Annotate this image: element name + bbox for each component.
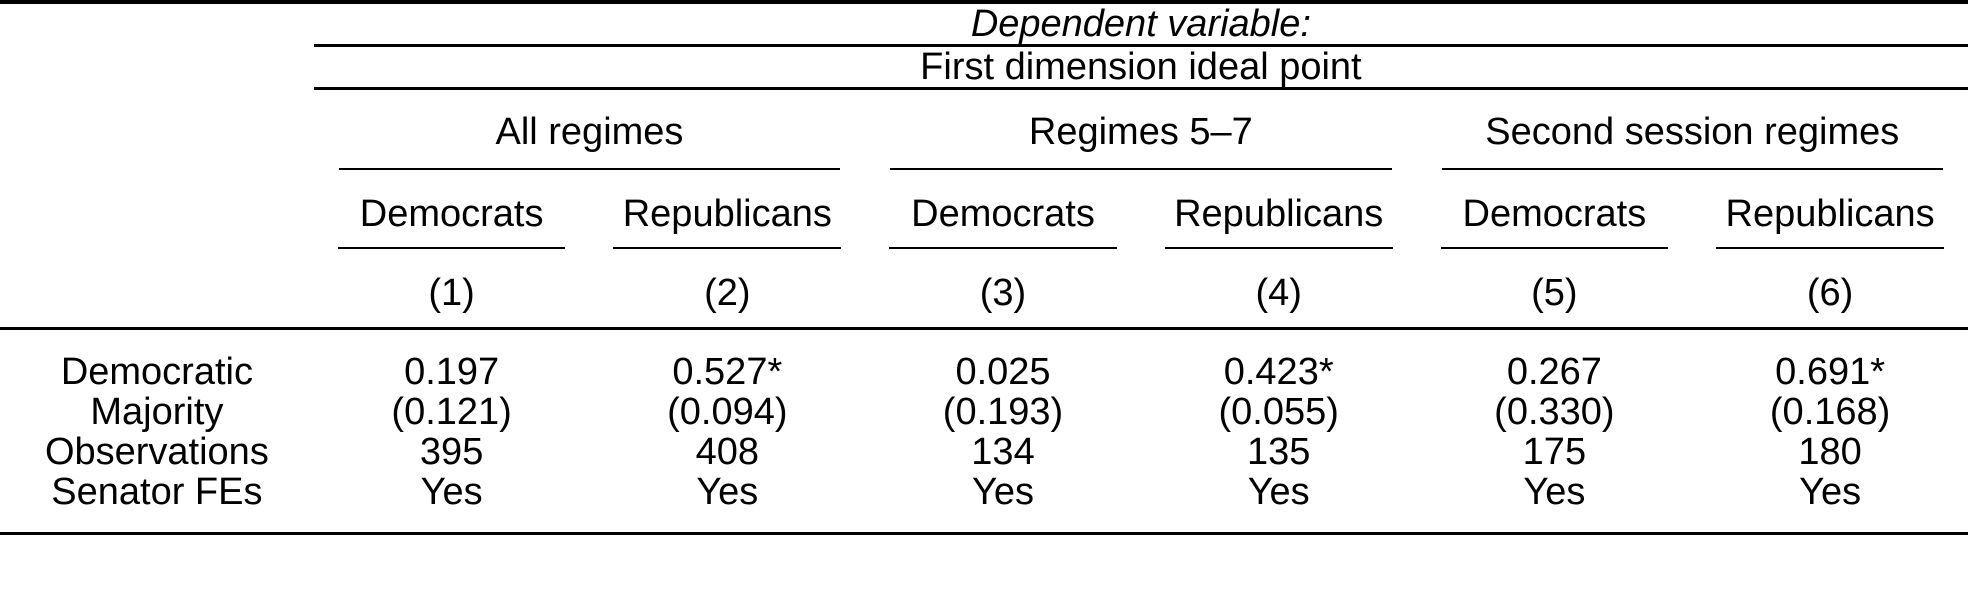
dependent-variable-cell: Dependent variable: bbox=[313, 2, 1968, 47]
party-header-col5: Democrats bbox=[1417, 170, 1693, 249]
party-header-col4: Republicans bbox=[1141, 170, 1417, 249]
table-row-senator-fes: Senator FEs Yes Yes Yes Yes Yes Yes bbox=[0, 472, 1968, 535]
party-header-col3: Democrats bbox=[865, 170, 1141, 249]
value-cell: Yes bbox=[1692, 472, 1968, 535]
row-label: Democratic bbox=[60, 351, 253, 393]
label-column-spacer bbox=[0, 46, 314, 89]
row-label: Senator FEs bbox=[0, 472, 314, 535]
group-all-regimes: All regimes bbox=[314, 89, 865, 170]
label-column-spacer bbox=[0, 249, 314, 330]
value-cell: 134 bbox=[971, 431, 1035, 473]
value-cell: Yes bbox=[865, 472, 1141, 535]
value-cell: 0.423* bbox=[1223, 351, 1334, 393]
label-column-spacer bbox=[0, 170, 314, 249]
value-cell: (0.330) bbox=[1494, 391, 1615, 433]
label-column-spacer bbox=[0, 2, 314, 46]
group-header-label: Regimes 5–7 bbox=[1028, 111, 1253, 153]
value-cell: Yes bbox=[313, 472, 590, 535]
value-cell: 395 bbox=[419, 431, 484, 473]
party-header-col2: Republicans bbox=[589, 170, 865, 249]
party-header-label: Republicans bbox=[1174, 193, 1384, 235]
value-cell: 180 bbox=[1798, 431, 1862, 473]
dependent-variable-name-row: First dimension ideal point bbox=[0, 45, 1968, 90]
column-number: (5) bbox=[1416, 249, 1693, 330]
column-number: (4) bbox=[1140, 249, 1417, 330]
party-header-label: Republicans bbox=[622, 193, 832, 235]
value-cell: Yes bbox=[1416, 472, 1693, 535]
value-cell: (0.121) bbox=[391, 391, 512, 433]
value-cell: Yes bbox=[1140, 472, 1417, 535]
dependent-variable-label: Dependent variable: bbox=[970, 3, 1311, 45]
value-cell: Yes bbox=[589, 472, 866, 535]
value-cell: (0.168) bbox=[1769, 391, 1891, 433]
group-header-label: Second session regimes bbox=[1485, 111, 1900, 153]
value-cell: 135 bbox=[1246, 431, 1311, 473]
party-header-label: Democrats bbox=[1462, 193, 1647, 235]
dependent-variable-name: First dimension ideal point bbox=[920, 46, 1362, 88]
group-header-label: All regimes bbox=[495, 111, 684, 153]
dependent-variable-name-cell: First dimension ideal point bbox=[313, 45, 1968, 90]
value-cell: (0.055) bbox=[1218, 391, 1339, 433]
column-number: (3) bbox=[865, 249, 1141, 330]
value-cell: 408 bbox=[695, 431, 760, 473]
column-number: (6) bbox=[1692, 249, 1968, 330]
party-header-col6: Republicans bbox=[1692, 170, 1968, 249]
value-cell: 0.527* bbox=[672, 351, 783, 393]
party-header-label: Republicans bbox=[1725, 193, 1935, 235]
row-label: Majority bbox=[90, 391, 224, 433]
label-column-spacer bbox=[0, 89, 314, 171]
column-number-row: (1) (2) (3) (4) (5) (6) bbox=[0, 249, 1968, 330]
value-cell: (0.193) bbox=[942, 391, 1064, 433]
party-header-col1: Democrats bbox=[314, 170, 590, 249]
value-cell: 0.025 bbox=[955, 351, 1051, 393]
party-header-row: Democrats Republicans Democrats Republic… bbox=[0, 170, 1968, 249]
dependent-variable-row: Dependent variable: bbox=[0, 2, 1968, 47]
column-number: (1) bbox=[313, 249, 590, 330]
value-cell: 0.691* bbox=[1775, 351, 1886, 393]
row-label: Observations bbox=[44, 431, 269, 473]
party-header-label: Democrats bbox=[359, 193, 544, 235]
value-cell: 175 bbox=[1522, 431, 1587, 473]
group-header-row: All regimes Regimes 5–7 Second session r… bbox=[0, 89, 1968, 171]
regression-table: Dependent variable: First dimension idea… bbox=[0, 0, 1968, 535]
value-cell: (0.094) bbox=[667, 391, 788, 433]
column-number: (2) bbox=[589, 249, 866, 330]
group-second-session-regimes: Second session regimes bbox=[1417, 89, 1968, 170]
party-header-label: Democrats bbox=[911, 193, 1095, 235]
table-row-observations: Observations 395 408 134 135 175 180 bbox=[0, 432, 1968, 472]
table-row-standard-errors: Majority (0.121) (0.094) (0.193) (0.055)… bbox=[0, 392, 1968, 432]
value-cell: 0.197 bbox=[404, 351, 500, 393]
value-cell: 0.267 bbox=[1506, 351, 1602, 393]
group-regimes-5-7: Regimes 5–7 bbox=[865, 89, 1416, 170]
table-row-coefficient: Democratic 0.197 0.527* 0.025 0.423* 0.2… bbox=[0, 329, 1968, 393]
